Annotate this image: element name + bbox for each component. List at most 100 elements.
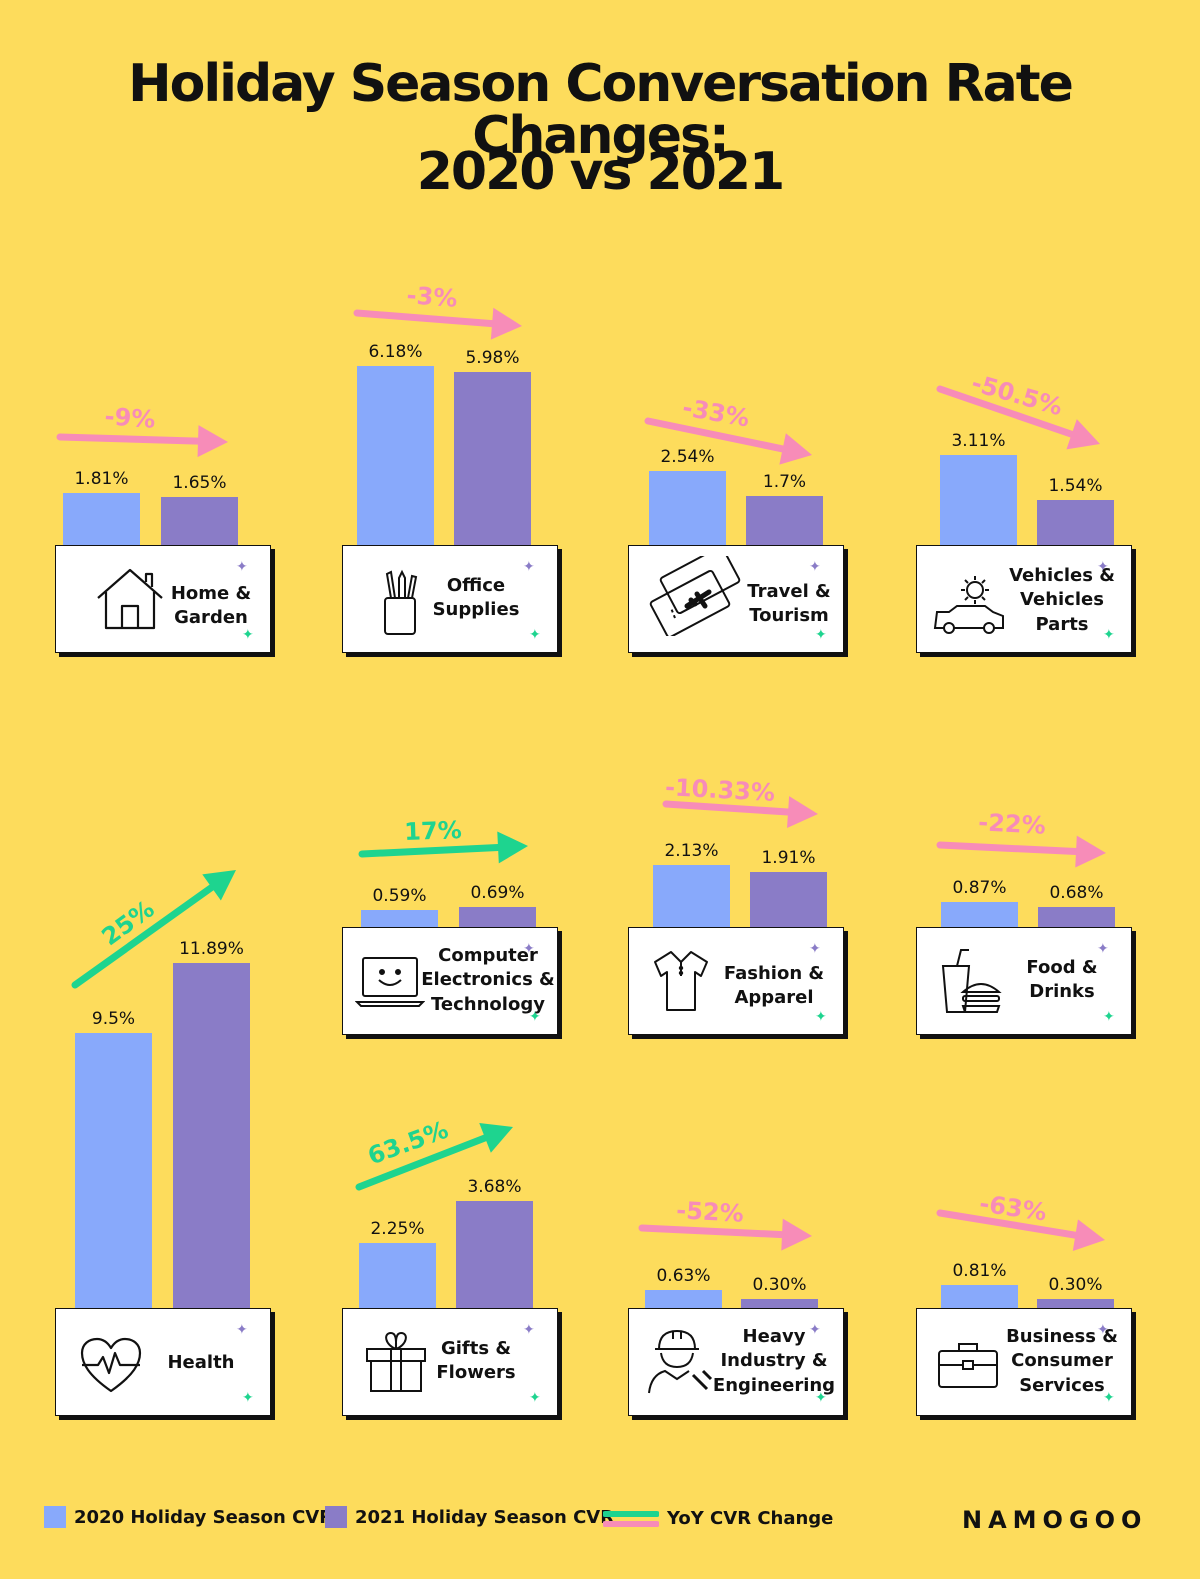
category-label-line: Vehicles & xyxy=(1009,565,1115,586)
bar-travel-and-tourism-2021 xyxy=(746,495,823,545)
value-label-fashion-and-apparel-2020: 2.13% xyxy=(664,841,719,862)
polo-shirt-icon xyxy=(651,948,711,1018)
bar-vehicles-and-vehicles-parts-2021 xyxy=(1037,500,1114,545)
category-card-business-and-consumer-services: Business & Consumer Services ✦ ✦ xyxy=(916,1308,1132,1416)
chart-title-line2: 2020 vs 2021 xyxy=(416,142,786,202)
sparkle-icon: ✦ xyxy=(1103,1390,1115,1406)
value-label-health-2020: 9.5% xyxy=(91,1008,136,1029)
sparkle-icon: ✦ xyxy=(236,1322,248,1338)
sparkle-icon: ✦ xyxy=(523,559,535,575)
category-label-line: Consumer xyxy=(1011,1350,1113,1372)
namogoo-logo: NAMOGOO xyxy=(962,1506,1148,1534)
bar-travel-and-tourism-2020 xyxy=(649,471,726,545)
category-label-line: Services xyxy=(1019,1374,1105,1396)
bar-office-supplies-2021 xyxy=(454,371,531,545)
bar-vehicles-and-vehicles-parts-2020 xyxy=(940,454,1017,545)
category-label-line: Apparel xyxy=(734,987,814,1009)
change-arrow-shaft-office-supplies xyxy=(353,309,496,328)
legend-2020-label: 2020 Holiday Season CVR xyxy=(74,1506,334,1528)
legend-2021: 2021 Holiday Season CVR xyxy=(325,1506,614,1528)
category-label-line: Drinks xyxy=(1029,981,1095,1003)
legend-change-swatch xyxy=(603,1511,659,1527)
change-arrow-head-vehicles-and-vehicles-parts xyxy=(1066,419,1100,450)
briefcase-icon xyxy=(935,1339,1001,1395)
category-label-gifts-and-flowers: Gifts & Flowers xyxy=(406,1337,546,1386)
category-card-travel-and-tourism: Travel & Tourism ✦ ✦ xyxy=(628,545,844,653)
value-label-travel-and-tourism-2020: 2.54% xyxy=(660,447,715,468)
change-label-vehicles-and-vehicles-parts: -50.5% xyxy=(968,368,1066,422)
bar-gifts-and-flowers-2020 xyxy=(359,1242,436,1308)
sparkle-icon: ✦ xyxy=(809,941,821,957)
category-label-line: Engineering xyxy=(712,1374,836,1396)
change-arrow-head-travel-and-tourism xyxy=(779,433,812,465)
value-label-health-2021: 11.89% xyxy=(179,939,244,960)
category-card-heavy-industry-and-engineering: Heavy Industry & Engineering ✦ ✦ xyxy=(628,1308,844,1416)
bar-home-and-garden-2021 xyxy=(161,497,238,545)
car-gear-icon xyxy=(931,572,1007,640)
category-label-line: Travel & xyxy=(747,581,831,602)
category-card-food-and-drinks: Food & Drinks ✦ ✦ xyxy=(916,927,1132,1035)
category-label-vehicles-and-vehicles-parts: Vehicles & Vehicles Parts xyxy=(992,564,1132,637)
pencil-cup-icon xyxy=(381,568,421,642)
sparkle-icon: ✦ xyxy=(242,1390,254,1406)
category-card-vehicles-and-vehicles-parts: Vehicles & Vehicles Parts ✦ ✦ xyxy=(916,545,1132,653)
gift-icon xyxy=(363,1327,429,1399)
category-label-line: Food & xyxy=(1026,957,1098,978)
legend-change: YoY CVR Change xyxy=(603,1506,833,1530)
engineer-icon xyxy=(645,1323,717,1399)
change-label-heavy-industry-and-engineering: -52% xyxy=(675,1196,745,1228)
house-icon xyxy=(94,566,166,636)
change-arrow-shaft-computer-electronics-and-technology xyxy=(358,843,502,858)
bar-fashion-and-apparel-2020 xyxy=(653,865,730,927)
legend-2020-swatch xyxy=(44,1506,66,1528)
bar-office-supplies-2020 xyxy=(357,365,434,545)
category-label-line: Electronics & xyxy=(421,969,555,991)
sparkle-icon: ✦ xyxy=(242,627,254,643)
bar-computer-electronics-and-technology-2020 xyxy=(361,909,438,927)
bar-fashion-and-apparel-2021 xyxy=(750,871,827,927)
value-label-vehicles-and-vehicles-parts-2021: 1.54% xyxy=(1048,476,1103,497)
change-arrow-head-home-and-garden xyxy=(197,425,228,458)
change-arrow-head-computer-electronics-and-technology xyxy=(497,831,528,864)
category-label-health: Health xyxy=(131,1351,271,1375)
category-label-travel-and-tourism: Travel & Tourism xyxy=(719,580,859,629)
bar-home-and-garden-2020 xyxy=(63,492,140,545)
heart-pulse-icon xyxy=(78,1335,144,1399)
legend-change-label: YoY CVR Change xyxy=(667,1507,834,1529)
bar-health-2021 xyxy=(173,963,250,1308)
sparkle-icon: ✦ xyxy=(1097,559,1109,575)
category-label-office-supplies: Office Supplies xyxy=(406,574,546,623)
category-card-gifts-and-flowers: Gifts & Flowers ✦ ✦ xyxy=(342,1308,558,1416)
category-card-computer-electronics-and-technology: Computer Electronics & Technology ✦ ✦ xyxy=(342,927,558,1035)
change-arrow-head-food-and-drinks xyxy=(1075,835,1106,868)
sparkle-icon: ✦ xyxy=(523,941,535,957)
category-label-line: Business & xyxy=(1006,1326,1118,1347)
value-label-food-and-drinks-2021: 0.68% xyxy=(1049,883,1104,904)
category-label-line: Computer xyxy=(438,945,538,966)
category-label-line: Office xyxy=(446,575,506,596)
category-card-health: Health ✦ ✦ xyxy=(55,1308,271,1416)
change-label-computer-electronics-and-technology: 17% xyxy=(403,816,463,846)
value-label-business-and-consumer-services-2021: 0.30% xyxy=(1048,1275,1103,1296)
laptop-icon xyxy=(354,954,426,1014)
value-label-home-and-garden-2021: 1.65% xyxy=(172,473,227,494)
value-label-gifts-and-flowers-2021: 3.68% xyxy=(467,1177,522,1198)
change-arrow-head-fashion-and-apparel xyxy=(787,796,818,828)
burger-drink-icon xyxy=(939,946,1005,1020)
change-arrow-head-business-and-consumer-services xyxy=(1072,1219,1105,1251)
category-label-line: Home & xyxy=(170,583,252,604)
change-arrow-head-health xyxy=(202,870,236,901)
value-label-vehicles-and-vehicles-parts-2020: 3.11% xyxy=(951,430,1006,451)
change-label-office-supplies: -3% xyxy=(405,281,459,313)
value-label-gifts-and-flowers-2020: 2.25% xyxy=(370,1218,425,1239)
category-label-line: Parts xyxy=(1035,613,1089,635)
value-label-travel-and-tourism-2021: 1.7% xyxy=(762,471,807,492)
change-arrow-shaft-food-and-drinks xyxy=(936,841,1080,856)
sparkle-icon: ✦ xyxy=(1103,1009,1115,1025)
category-label-computer-electronics-and-technology: Computer Electronics & Technology xyxy=(418,944,558,1017)
sparkle-icon: ✦ xyxy=(809,1322,821,1338)
bar-heavy-industry-and-engineering-2021 xyxy=(741,1299,818,1308)
sparkle-icon: ✦ xyxy=(236,559,248,575)
category-card-fashion-and-apparel: Fashion & Apparel ✦ ✦ xyxy=(628,927,844,1035)
bar-business-and-consumer-services-2021 xyxy=(1037,1299,1114,1308)
